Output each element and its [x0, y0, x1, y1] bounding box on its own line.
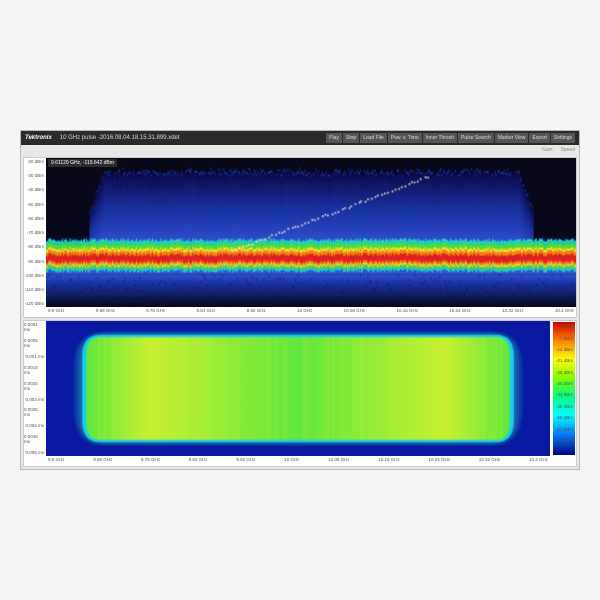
- pow-v-time-button[interactable]: Pow. v. Time: [388, 133, 422, 143]
- ytick-label: -50 dBm: [27, 202, 44, 207]
- xtick-label: 10 GHz: [297, 308, 312, 316]
- spectrogram-canvas: [46, 321, 550, 456]
- xtick-label: 9.6 GHz: [48, 308, 65, 316]
- colorbar-tick: -42 dBm: [556, 392, 573, 397]
- colorbar-tick: -63 dBm: [556, 427, 573, 432]
- spectrogram-panel: 0.0001 ms 0.0005 ms 0.001 ms 0.0015 ms 0.002…: [23, 320, 577, 467]
- spectrogram-plot[interactable]: [46, 321, 550, 456]
- marker-view-button[interactable]: Marker View: [495, 133, 529, 143]
- ytick-label: -20 dBm: [27, 159, 44, 164]
- colorbar-labels: 0 dBm -7 dBm -14 dBm -21 dBm -28 dBm -35 dBm -…: [556, 324, 573, 443]
- ytick-label: -90 dBm: [27, 259, 44, 264]
- titlebar: Tektronix 10 GHz pulse -2016.08.04.18.15…: [21, 131, 579, 145]
- spectrogram-yaxis: 0.0001 ms 0.0005 ms 0.001 ms 0.0015 ms 0.002…: [24, 321, 46, 456]
- colorbar-tick: -14 dBm: [556, 347, 573, 352]
- colorbar-tick: 0 dBm: [556, 324, 573, 329]
- xtick-label: 10.4 GHz: [555, 308, 574, 316]
- xtick-label: 10.08 GHz: [344, 308, 366, 316]
- xtick-label: 9.68 GHz: [96, 308, 115, 316]
- ytick-label: -40 dBm: [27, 187, 44, 192]
- spectrogram-xaxis: 9.6 GHz 9.68 GHz 9.76 GHz 9.84 GHz 9.92 GHz 1…: [24, 456, 550, 466]
- ytick-label: 0.004 ms: [25, 423, 44, 428]
- ytick-label: 0.005 ms: [25, 450, 44, 455]
- gain-label: Gain: [542, 147, 553, 153]
- colorbar: 0 dBm -7 dBm -14 dBm -21 dBm -28 dBm -35 dBm -…: [550, 321, 576, 466]
- spectrum-yaxis: -20 dBm -30 dBm -40 dBm -50 dBm -60 dBm -70 d…: [24, 158, 46, 307]
- ytick-label: 0.0001 ms: [24, 322, 44, 332]
- spectrum-marker-readout: 9.61129 GHz, -119.642 dBm: [48, 159, 117, 167]
- xtick-label: 10.24 GHz: [429, 457, 451, 465]
- xtick-label: 10.32 GHz: [479, 457, 501, 465]
- xtick-label: 10 GHz: [284, 457, 299, 465]
- ytick-label: -70 dBm: [27, 230, 44, 235]
- ytick-label: 0.003 ms: [25, 397, 44, 402]
- ytick-label: -120 dBm: [24, 301, 44, 306]
- xtick-label: 9.6 GHz: [48, 457, 65, 465]
- xtick-label: 10.4 GHz: [529, 457, 548, 465]
- ytick-label: 0.0045 ms: [24, 434, 44, 444]
- xtick-label: 9.84 GHz: [196, 308, 215, 316]
- xtick-label: 10.16 GHz: [396, 308, 418, 316]
- colorbar-tick: -70 dBm: [556, 438, 573, 443]
- ytick-label: 0.0035 ms: [24, 407, 44, 417]
- xtick-label: 9.92 GHz: [247, 308, 266, 316]
- xtick-label: 9.92 GHz: [236, 457, 255, 465]
- ytick-label: -30 dBm: [27, 173, 44, 178]
- colorbar-tick: -56 dBm: [556, 415, 573, 420]
- spectrum-plot[interactable]: [46, 158, 576, 307]
- xtick-label: 9.84 GHz: [189, 457, 208, 465]
- ytick-label: 0.0025 ms: [24, 381, 44, 391]
- spectrum-panel: 9.61129 GHz, -119.642 dBm -20 dBm -30 dBm…: [23, 157, 577, 318]
- colorbar-tick: -35 dBm: [556, 381, 573, 386]
- ytick-label: -100 dBm: [24, 273, 44, 278]
- xtick-label: 10.24 GHz: [449, 308, 471, 316]
- load-file-button[interactable]: Load File: [360, 133, 387, 143]
- xtick-label: 10.32 GHz: [502, 308, 524, 316]
- xtick-label: 10.08 GHz: [328, 457, 350, 465]
- stop-button[interactable]: Stop: [343, 133, 359, 143]
- ytick-label: 0.0005 ms: [24, 338, 44, 348]
- play-button[interactable]: Play: [326, 133, 342, 143]
- spectrogram-chart: 0.0001 ms 0.0005 ms 0.001 ms 0.0015 ms 0.002…: [24, 321, 550, 456]
- settings-button[interactable]: Settings: [551, 133, 575, 143]
- toolbar: Play Stop Load File Pow. v. Time Inner T…: [326, 133, 575, 143]
- spectrum-chart: -20 dBm -30 dBm -40 dBm -50 dBm -60 dBm -70 d…: [24, 158, 576, 307]
- colorbar-tick: -28 dBm: [556, 370, 573, 375]
- inner-thresh-button[interactable]: Inner Thresh: [423, 133, 457, 143]
- content-area: 9.61129 GHz, -119.642 dBm -20 dBm -30 dBm…: [21, 155, 579, 469]
- colorbar-tick: -7 dBm: [556, 336, 573, 341]
- export-button[interactable]: Export: [529, 133, 549, 143]
- xtick-label: 9.76 GHz: [146, 308, 165, 316]
- app-window: Tektronix 10 GHz pulse -2016.08.04.18.15…: [20, 130, 580, 470]
- colorbar-tick: -21 dBm: [556, 358, 573, 363]
- ytick-label: -60 dBm: [27, 216, 44, 221]
- spectrum-xaxis: 9.6 GHz 9.68 GHz 9.76 GHz 9.84 GHz 9.92 GHz 1…: [24, 307, 576, 317]
- window-title: 10 GHz pulse -2016.08.04.18.15.31.899.xd…: [60, 135, 326, 141]
- xtick-label: 9.68 GHz: [93, 457, 112, 465]
- sub-toolbar: Gain Speed: [21, 145, 579, 155]
- ytick-label: -110 dBm: [25, 287, 44, 292]
- speed-label: Speed: [561, 147, 575, 153]
- logo: Tektronix: [25, 135, 52, 141]
- ytick-label: 0.001 ms: [25, 354, 44, 359]
- colorbar-tick: -49 dBm: [556, 404, 573, 409]
- ytick-label: 0.0015 ms: [24, 365, 44, 375]
- pulse-search-button[interactable]: Pulse Search: [458, 133, 494, 143]
- xtick-label: 10.16 GHz: [378, 457, 400, 465]
- ytick-label: -80 dBm: [27, 244, 44, 249]
- spectrum-canvas: [46, 158, 576, 307]
- xtick-label: 9.76 GHz: [141, 457, 160, 465]
